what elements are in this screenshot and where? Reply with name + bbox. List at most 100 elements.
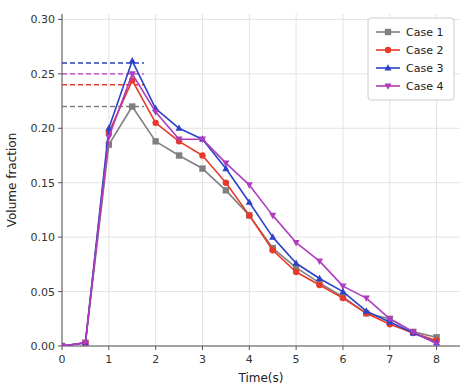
series (62, 71, 440, 346)
y-tick-label: 0.30 (31, 13, 56, 26)
legend-marker (385, 29, 391, 35)
x-tick-label: 0 (59, 353, 66, 366)
y-tick-label: 0.25 (31, 68, 56, 81)
data-point (363, 296, 370, 302)
x-tick (155, 346, 156, 350)
chart: 0123456780.000.050.100.150.200.250.30Tim… (0, 0, 474, 392)
y-tick (58, 19, 62, 20)
y-tick (58, 73, 62, 74)
data-point (433, 341, 440, 346)
y-grid-line (62, 291, 460, 292)
data-point (246, 212, 252, 218)
data-point (246, 198, 253, 204)
data-point (199, 165, 205, 171)
x-tick (436, 346, 437, 350)
data-point (223, 180, 229, 186)
x-axis-label: Time(s) (238, 371, 284, 385)
data-point (269, 213, 276, 219)
x-tick (202, 346, 203, 350)
y-grid-line (62, 237, 460, 238)
legend-item: Case 1 (376, 26, 443, 39)
y-tick (58, 128, 62, 129)
data-point (129, 71, 136, 77)
legend-marker (384, 64, 391, 70)
legend-label: Case 1 (406, 26, 443, 39)
x-tick (389, 346, 390, 350)
data-point (199, 137, 206, 143)
y-axis-label: Volume fraction (5, 133, 19, 228)
y-tick-label: 0.00 (31, 340, 56, 353)
legend-box (368, 18, 454, 100)
y-tick-label: 0.10 (31, 231, 56, 244)
x-axis-line (62, 346, 460, 347)
data-point (410, 329, 417, 335)
background (0, 0, 474, 392)
x-grid-line (108, 14, 109, 346)
y-tick (58, 182, 62, 183)
data-point (316, 282, 322, 288)
x-grid-line (296, 14, 297, 346)
x-tick (62, 346, 63, 350)
x-tick-label: 5 (293, 353, 300, 366)
data-point (152, 109, 159, 115)
x-tick (249, 346, 250, 350)
x-tick (108, 346, 109, 350)
data-point (270, 247, 276, 253)
x-tick (342, 346, 343, 350)
y-tick-label: 0.05 (31, 286, 56, 299)
data-point (222, 161, 229, 167)
y-grid-line (62, 128, 460, 129)
data-point (82, 340, 89, 346)
x-grid-line (62, 14, 63, 346)
grid (62, 14, 460, 346)
y-grid-line (62, 346, 460, 347)
x-grid-line (202, 14, 203, 346)
axes: 0123456780.000.050.100.150.200.250.30Tim… (5, 13, 460, 385)
data-point (340, 295, 346, 301)
x-tick-label: 6 (339, 353, 346, 366)
data-point (316, 275, 323, 281)
legend-marker (385, 47, 391, 53)
legend-item: Case 3 (376, 62, 443, 75)
data-point (269, 233, 276, 239)
data-point (246, 182, 253, 188)
x-tick-label: 8 (433, 353, 440, 366)
y-tick (58, 237, 62, 238)
legend-label: Case 4 (406, 80, 443, 93)
series (62, 77, 440, 346)
data-point (129, 57, 136, 63)
data-point (293, 259, 300, 265)
series-line (62, 61, 437, 346)
data-point (62, 343, 66, 346)
x-grid-line (249, 14, 250, 346)
data-point (386, 316, 393, 322)
data-point (293, 240, 300, 246)
y-tick (58, 346, 62, 347)
y-tick-label: 0.20 (31, 122, 56, 135)
data-point (105, 134, 112, 140)
data-point (176, 137, 183, 143)
data-point (176, 124, 183, 130)
series-line (62, 80, 437, 346)
data-point (316, 259, 323, 265)
series (62, 103, 440, 346)
y-tick (58, 291, 62, 292)
x-tick-label: 4 (246, 353, 253, 366)
data-point (363, 307, 370, 313)
x-tick (296, 346, 297, 350)
legend: Case 1 Case 2 Case 3 Case 4 (368, 18, 454, 100)
data-point (152, 138, 158, 144)
x-tick-label: 1 (105, 353, 112, 366)
x-tick-label: 2 (152, 353, 159, 366)
data-point (199, 152, 205, 158)
data-point (129, 103, 135, 109)
x-tick-label: 3 (199, 353, 206, 366)
x-grid-line (155, 14, 156, 346)
data-point (152, 120, 158, 126)
data-point (246, 212, 252, 218)
series-line (62, 74, 437, 346)
legend-label: Case 3 (406, 62, 443, 75)
data-point (223, 187, 229, 193)
legend-label: Case 2 (406, 44, 443, 57)
data-point (176, 152, 182, 158)
